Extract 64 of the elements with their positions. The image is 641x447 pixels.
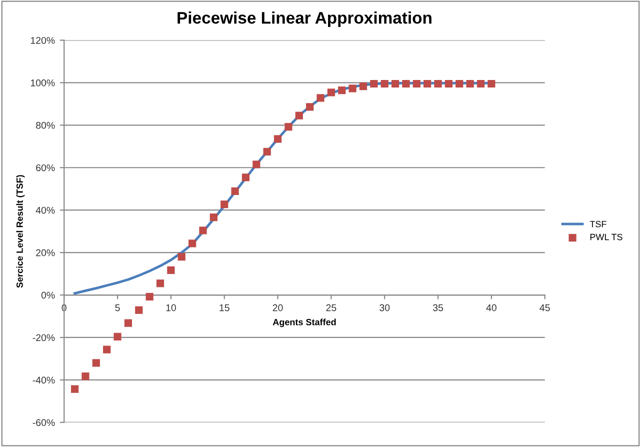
point [146,292,154,301]
point [156,280,164,288]
point [338,86,346,94]
x-tick-label: 25 [326,304,336,312]
point [327,88,335,96]
x-tick-label: 15 [220,304,230,312]
point [412,80,420,88]
y-tick-label: 20% [36,249,55,256]
point [274,135,282,143]
y-tick-label: 80% [36,122,55,129]
point [488,80,496,88]
y-tick-label: 60% [36,164,55,172]
point [359,82,368,90]
point [70,385,79,393]
point [220,200,228,208]
legend-label: PWL TS [590,234,622,240]
x-axis-title: Agents Staffed [272,318,336,328]
point [114,332,122,340]
point [167,266,175,274]
point [178,253,186,261]
x-tick-label: 30 [380,304,390,312]
point [444,80,453,88]
y-tick-label: -40% [32,376,55,384]
point [434,80,442,88]
point [82,372,90,380]
point [252,160,260,168]
y-axis-title: Sercice Level Result (TSF) [16,175,25,288]
point [231,187,239,195]
point [92,359,100,367]
point [199,226,207,234]
y-tick-label: -60% [32,419,55,426]
point [456,80,464,88]
point [370,80,378,88]
point [103,346,111,354]
point [263,148,271,156]
y-tick-label: 100% [30,79,55,86]
y-tick-label: -20% [32,334,55,342]
point [295,112,303,120]
point [466,80,474,88]
point [135,306,143,314]
point [380,80,388,88]
y-tick-label: 120% [30,36,55,44]
point [424,80,432,88]
x-tick-label: 10 [166,304,176,312]
x-tick-label: 45 [540,304,550,312]
y-tick-label: 0% [41,292,55,299]
point [284,123,292,131]
x-tick-label: 5 [115,304,120,312]
point [306,103,314,111]
point [188,240,196,248]
point [348,84,356,92]
point [124,319,132,327]
x-tick-label: 35 [432,304,444,312]
point [316,94,324,102]
point [402,80,410,88]
point [242,174,250,182]
point [210,214,218,222]
point [476,80,485,88]
x-tick-label: 40 [486,304,496,312]
x-tick-label: 20 [272,304,283,312]
chart-title: Piecewise Linear Approximation [178,11,432,28]
legend-label: TSF [590,220,606,228]
point [391,80,400,88]
y-tick-label: 40% [36,206,55,214]
